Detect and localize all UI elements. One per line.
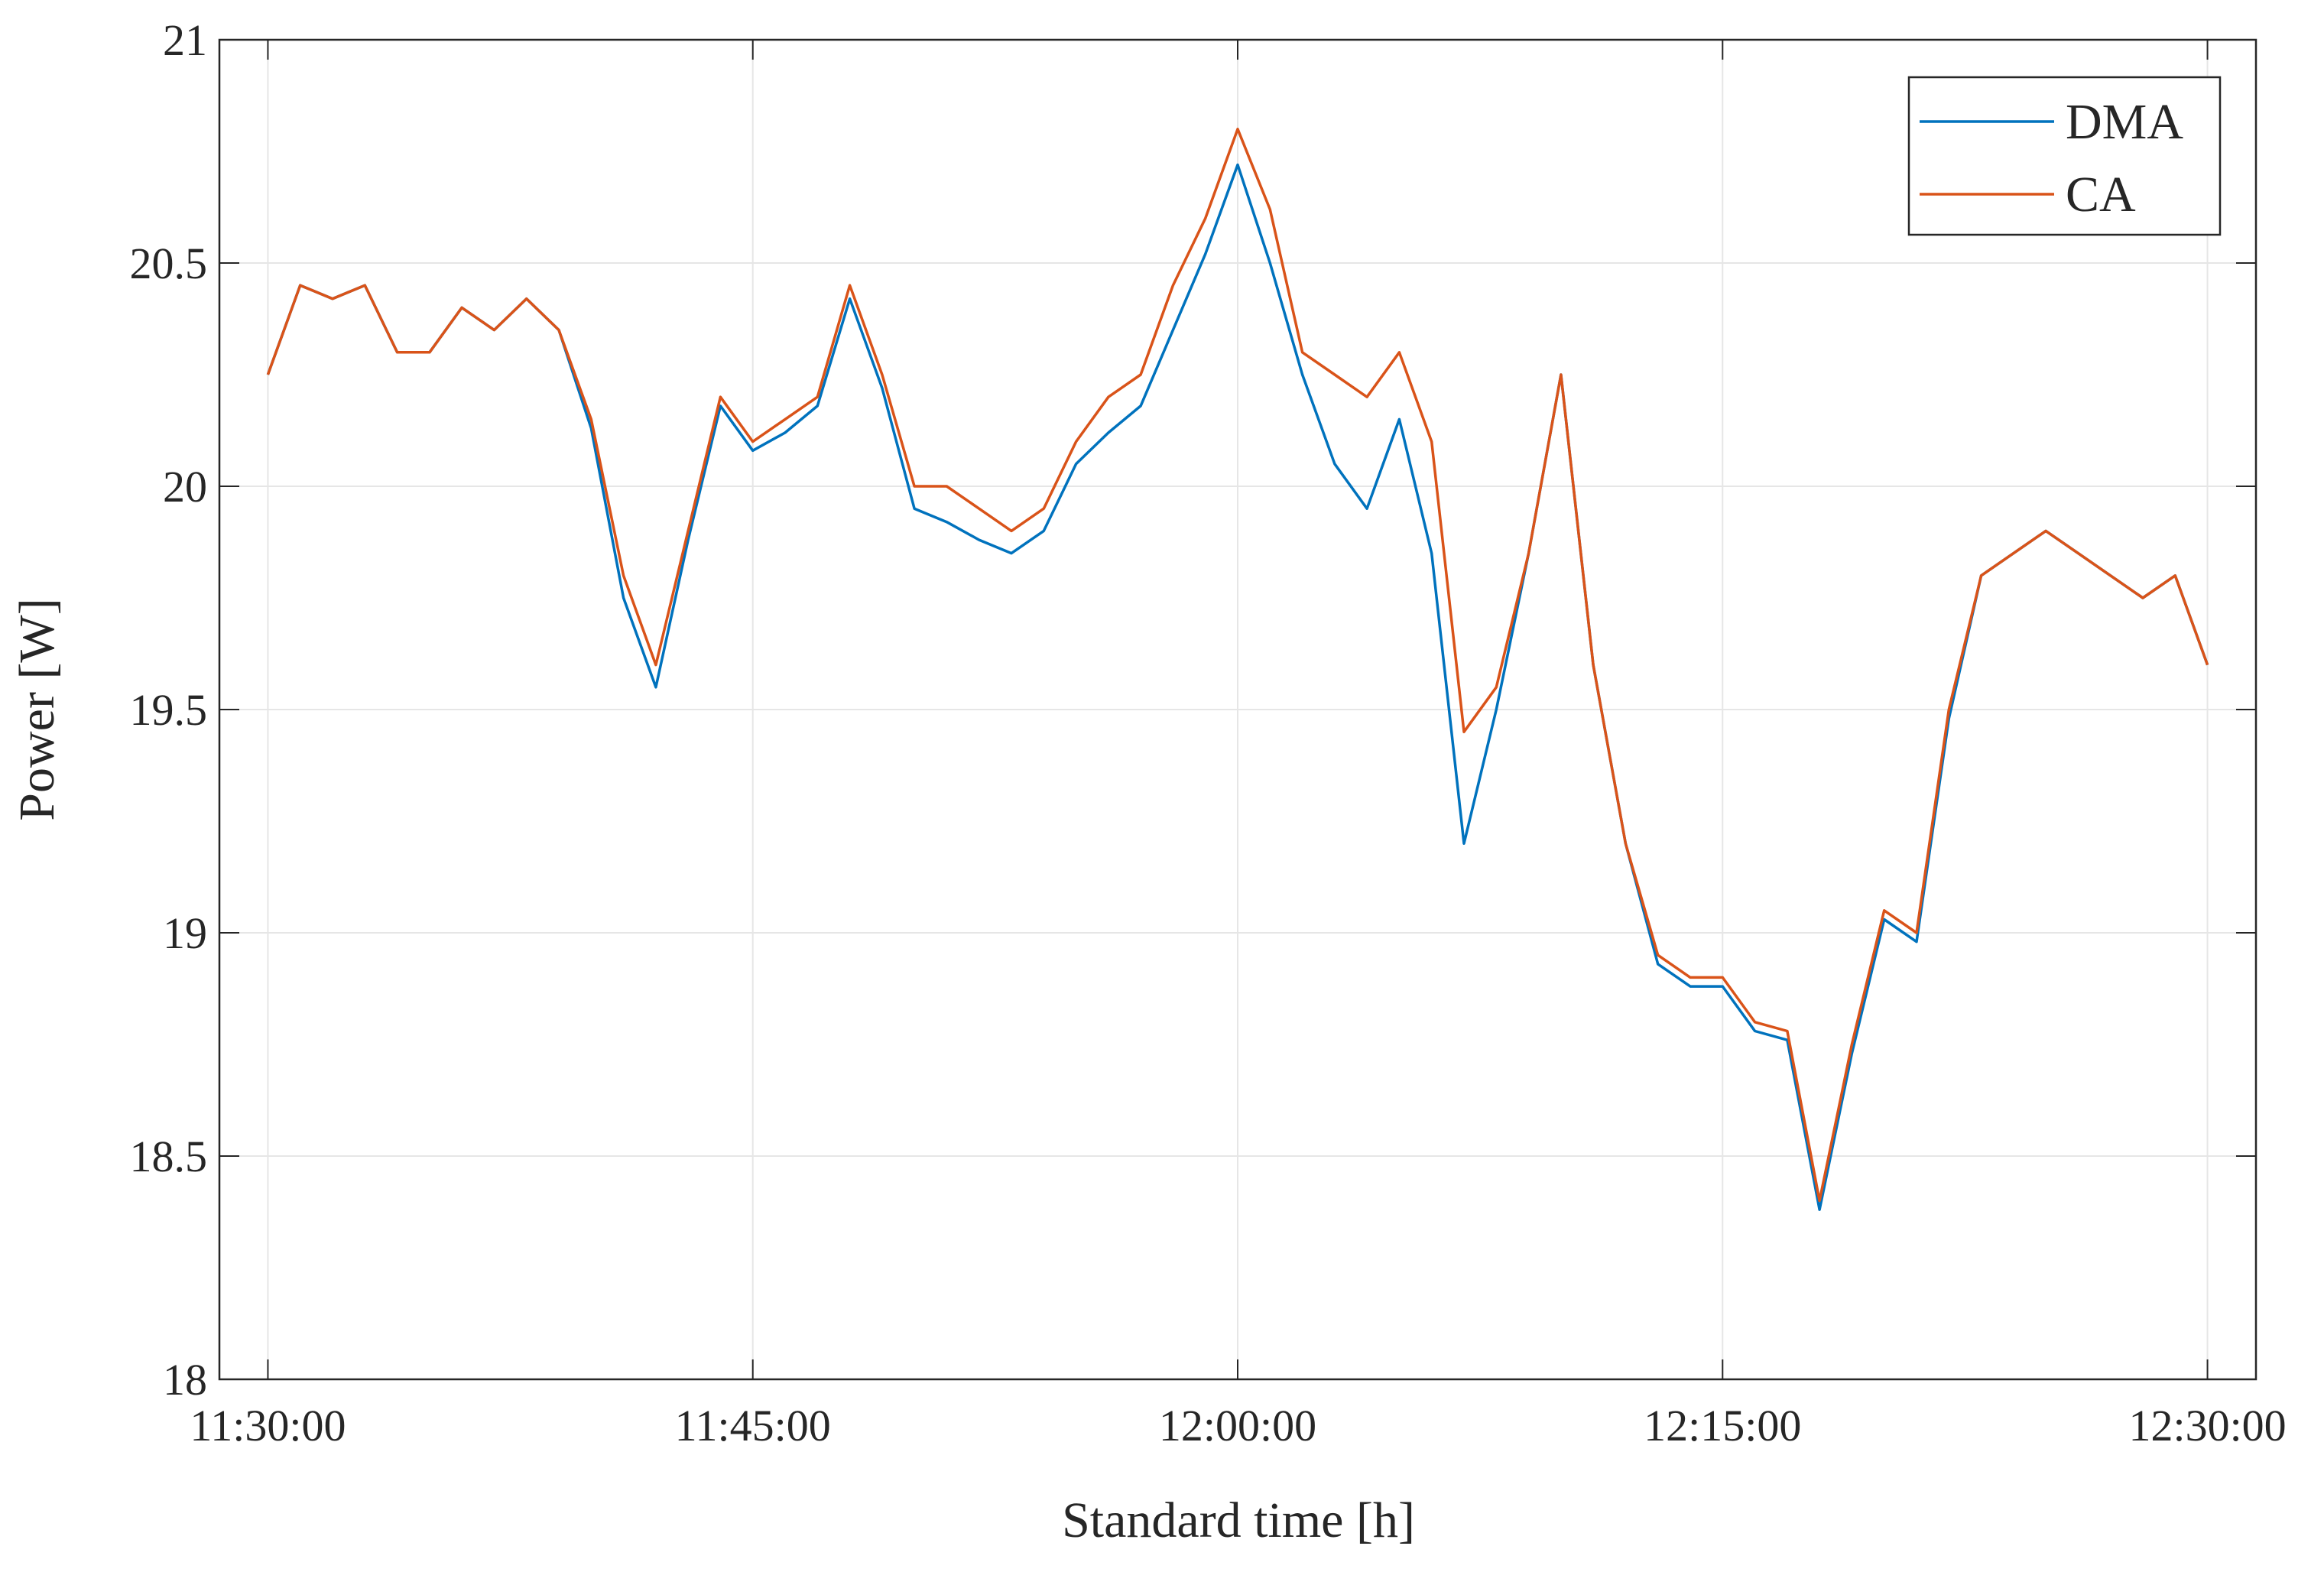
y-tick-label: 19 (163, 908, 207, 958)
x-tick-label: 12:30:00 (2128, 1401, 2286, 1450)
x-tick-label: 11:45:00 (675, 1401, 831, 1450)
y-tick-label: 18 (163, 1355, 207, 1405)
data-line (266, 163, 2209, 1211)
legend-box (1907, 76, 2222, 236)
x-tick-label: 11:30:00 (190, 1401, 346, 1450)
y-axis-label: Power [W] (9, 598, 65, 820)
legend-label: DMA (2066, 94, 2183, 150)
y-tick-label: 19.5 (130, 685, 208, 735)
x-axis-label: Standard time [h] (1062, 1492, 1415, 1548)
y-tick-label: 21 (163, 15, 207, 65)
x-tick-label: 12:00:00 (1159, 1401, 1316, 1450)
legend-label: CA (2066, 167, 2136, 222)
y-tick-label: 20 (163, 462, 207, 512)
axes-box (218, 38, 2257, 1381)
y-tick-label: 18.5 (130, 1132, 208, 1181)
x-tick-label: 12:15:00 (1644, 1401, 1801, 1450)
data-line (266, 128, 2209, 1203)
y-tick-label: 20.5 (130, 239, 208, 288)
